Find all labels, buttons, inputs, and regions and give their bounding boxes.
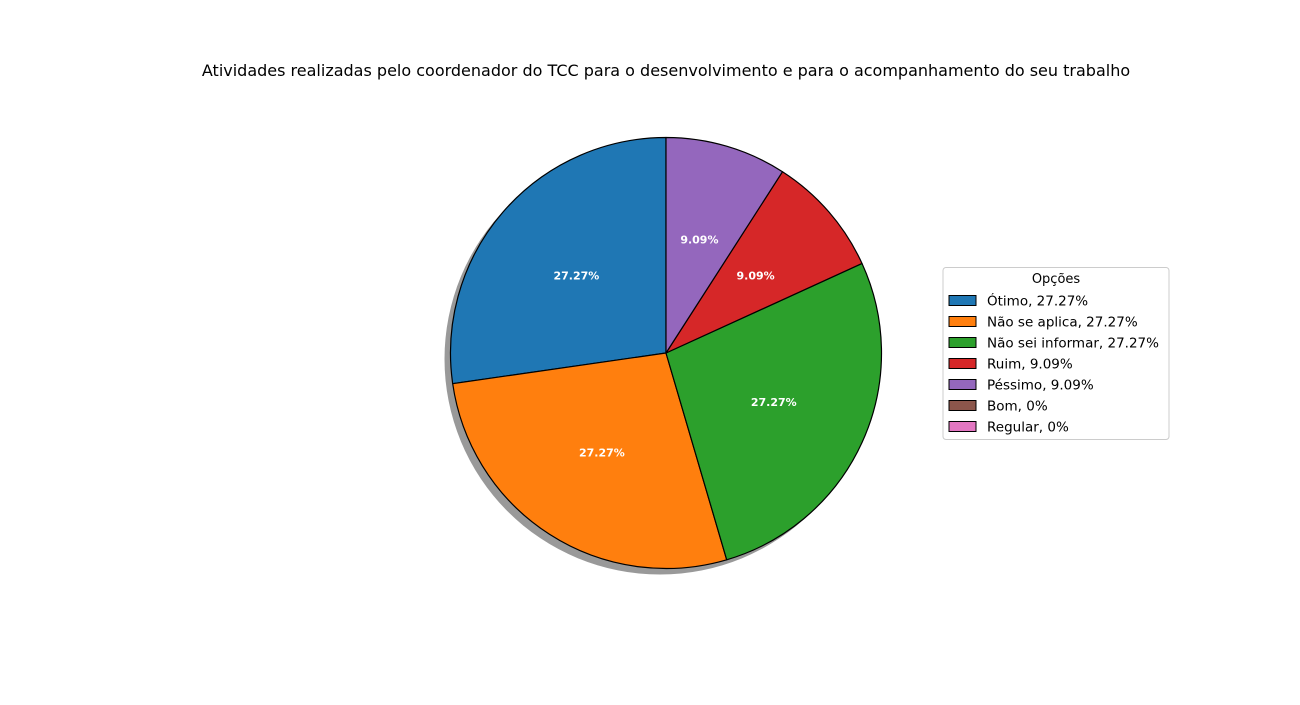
legend-label-otimo: Ótimo, 27.27% (987, 292, 1088, 310)
pie-slice-nao-se-aplica (452, 352, 728, 570)
legend-label-ruim: Ruim, 9.09% (987, 357, 1073, 373)
legend-swatch-regular (948, 421, 977, 432)
pie-slice-otimo (449, 136, 667, 385)
legend-swatch-pessimo (948, 379, 977, 390)
slice-pct-label-nao-se-aplica: 27.27% (579, 447, 625, 460)
pie-slices (449, 136, 883, 570)
chart-title: Atividades realizadas pelo coordenador d… (202, 61, 1130, 80)
slice-pct-label-pessimo: 9.09% (680, 233, 718, 246)
legend-label-pessimo: Péssimo, 9.09% (987, 378, 1094, 394)
slice-pct-label-ruim: 9.09% (737, 269, 775, 282)
legend-swatch-nao-se-aplica (948, 316, 977, 327)
legend-title: Opções (1032, 272, 1081, 287)
legend-items: Ótimo, 27.27% Não se aplica, 27.27% Não se… (948, 292, 1159, 436)
slice-pct-label-otimo: 27.27% (553, 269, 599, 282)
pie-slice-nao-sei-informar (665, 262, 883, 561)
legend-swatch-ruim (948, 358, 977, 369)
legend-swatch-nao-sei-informar (948, 337, 977, 348)
pie-labels: 27.27% 27.27% 27.27% 9.09% 9.09% (553, 233, 796, 459)
legend: Opções Ótimo, 27.27% Não se aplica, 27.27… (942, 267, 1170, 440)
pie-slice-pessimo (665, 136, 784, 354)
pie-slice-ruim (665, 171, 863, 354)
legend-label-regular: Regular, 0% (987, 420, 1069, 436)
legend-label-bom: Bom, 0% (987, 399, 1048, 415)
legend-label-nao-sei-informar: Não sei informar, 27.27% (987, 336, 1159, 352)
legend-label-nao-se-aplica: Não se aplica, 27.27% (987, 315, 1138, 331)
legend-swatch-bom (948, 400, 977, 411)
slice-pct-label-nao-sei-informar: 27.27% (751, 396, 797, 409)
legend-frame (942, 267, 1170, 440)
legend-swatch-otimo (948, 295, 977, 306)
